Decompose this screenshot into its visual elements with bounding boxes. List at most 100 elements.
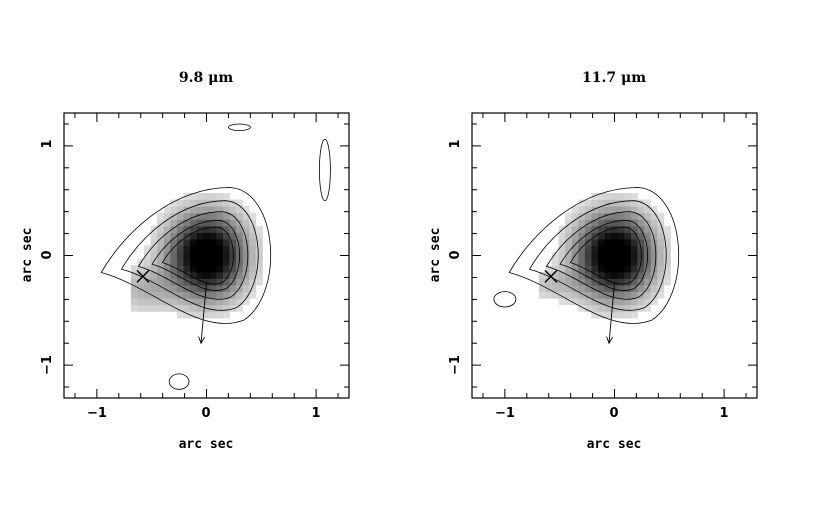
image-pixel — [209, 245, 217, 253]
image-pixel — [584, 245, 592, 253]
image-pixel — [190, 232, 198, 240]
cross-marker — [544, 269, 558, 283]
image-pixel — [611, 311, 619, 319]
image-pixel — [170, 252, 178, 260]
image-pixel — [565, 252, 573, 260]
image-pixel — [144, 291, 151, 299]
image-pixel — [170, 206, 178, 214]
image-pixel — [222, 298, 230, 306]
image-pixel — [242, 285, 250, 293]
image-pixel — [598, 219, 606, 227]
image-pixel — [565, 285, 573, 293]
image-pixel — [196, 232, 204, 240]
image-pixel — [617, 304, 625, 312]
image-pixel — [222, 199, 230, 207]
image-pixel — [644, 206, 652, 214]
image-pixel — [203, 193, 211, 200]
image-pixel — [617, 245, 625, 253]
image-pixel — [190, 304, 198, 312]
x-tick-label: 1 — [719, 406, 728, 421]
image-pixel — [617, 206, 625, 214]
image-pixel — [216, 252, 224, 260]
image-pixel — [190, 291, 198, 299]
image-pixel — [624, 193, 632, 200]
image-pixel — [222, 239, 230, 247]
image-pixel — [617, 298, 625, 306]
image-pixel — [157, 278, 165, 286]
image-pixel — [196, 252, 204, 260]
image-pixel — [617, 225, 625, 233]
image-pixel — [545, 265, 553, 273]
image-pixel — [584, 285, 592, 293]
image-pixel — [617, 252, 625, 260]
image-pixel — [617, 291, 625, 299]
image-pixel — [144, 278, 151, 286]
image-pixel — [617, 265, 625, 273]
image-pixel — [163, 278, 171, 286]
image-pixel — [657, 285, 665, 293]
image-pixel — [617, 271, 625, 279]
image-pixel — [163, 219, 171, 227]
image-pixel — [216, 291, 224, 299]
arrow-head — [198, 336, 205, 345]
image-pixel — [565, 258, 573, 266]
image-pixel — [663, 252, 671, 260]
image-pixel — [637, 285, 645, 293]
y-tick-label: 0 — [40, 250, 55, 259]
image-pixel — [209, 311, 217, 319]
x-axis-label: arc sec — [587, 437, 642, 452]
image-pixel — [176, 298, 184, 306]
image-pixel — [584, 206, 592, 214]
image-pixel — [196, 271, 204, 279]
image-pixel — [170, 304, 178, 312]
image-pixel — [663, 271, 671, 279]
image-pixel — [236, 304, 244, 312]
image-pixel — [157, 239, 165, 247]
image-pixel — [190, 206, 198, 214]
image-pixel — [611, 278, 619, 286]
image-pixel — [144, 298, 151, 306]
y-tick-label: 1 — [40, 139, 55, 148]
image-pixel — [216, 206, 224, 214]
y-tick-label: −1 — [448, 355, 463, 375]
image-pixel — [657, 212, 665, 220]
image-pixel — [617, 219, 625, 227]
contour-island — [227, 123, 251, 131]
image-pixel — [216, 271, 224, 279]
image-pixel — [630, 193, 638, 200]
image-pixel — [249, 252, 257, 260]
axis-ticks — [472, 113, 757, 398]
image-pixel — [216, 219, 224, 227]
image-pixel — [157, 212, 165, 220]
image-pixel — [624, 304, 632, 312]
image-pixel — [584, 232, 592, 240]
image-pixel — [163, 265, 171, 273]
image-pixel — [196, 265, 204, 273]
image-pixel — [617, 232, 625, 240]
image-pixel — [222, 212, 230, 220]
image-pixel — [157, 285, 165, 293]
image-pixel — [624, 298, 632, 306]
image-pixel — [630, 265, 638, 273]
image-pixel — [176, 304, 184, 312]
x-tick-label: −1 — [87, 406, 107, 421]
image-pixel — [196, 285, 204, 293]
image-pixel — [598, 239, 606, 247]
image-pixel — [209, 252, 217, 260]
image-pixel — [598, 193, 606, 200]
image-pixel — [624, 271, 632, 279]
contour-line — [137, 211, 249, 300]
image-pixel — [624, 245, 632, 253]
image-pixel — [644, 271, 652, 279]
image-pixel — [216, 304, 224, 312]
image-pixel — [209, 239, 217, 247]
image-pixel — [578, 304, 586, 312]
image-pixel — [578, 212, 586, 220]
image-pixel — [209, 291, 217, 299]
image-pixel — [650, 245, 658, 253]
annotations — [544, 269, 615, 345]
image-pixel — [663, 239, 671, 247]
y-tick-label: 0 — [448, 250, 463, 259]
x-tick-label: −1 — [495, 406, 515, 421]
image-pixel — [163, 206, 171, 214]
